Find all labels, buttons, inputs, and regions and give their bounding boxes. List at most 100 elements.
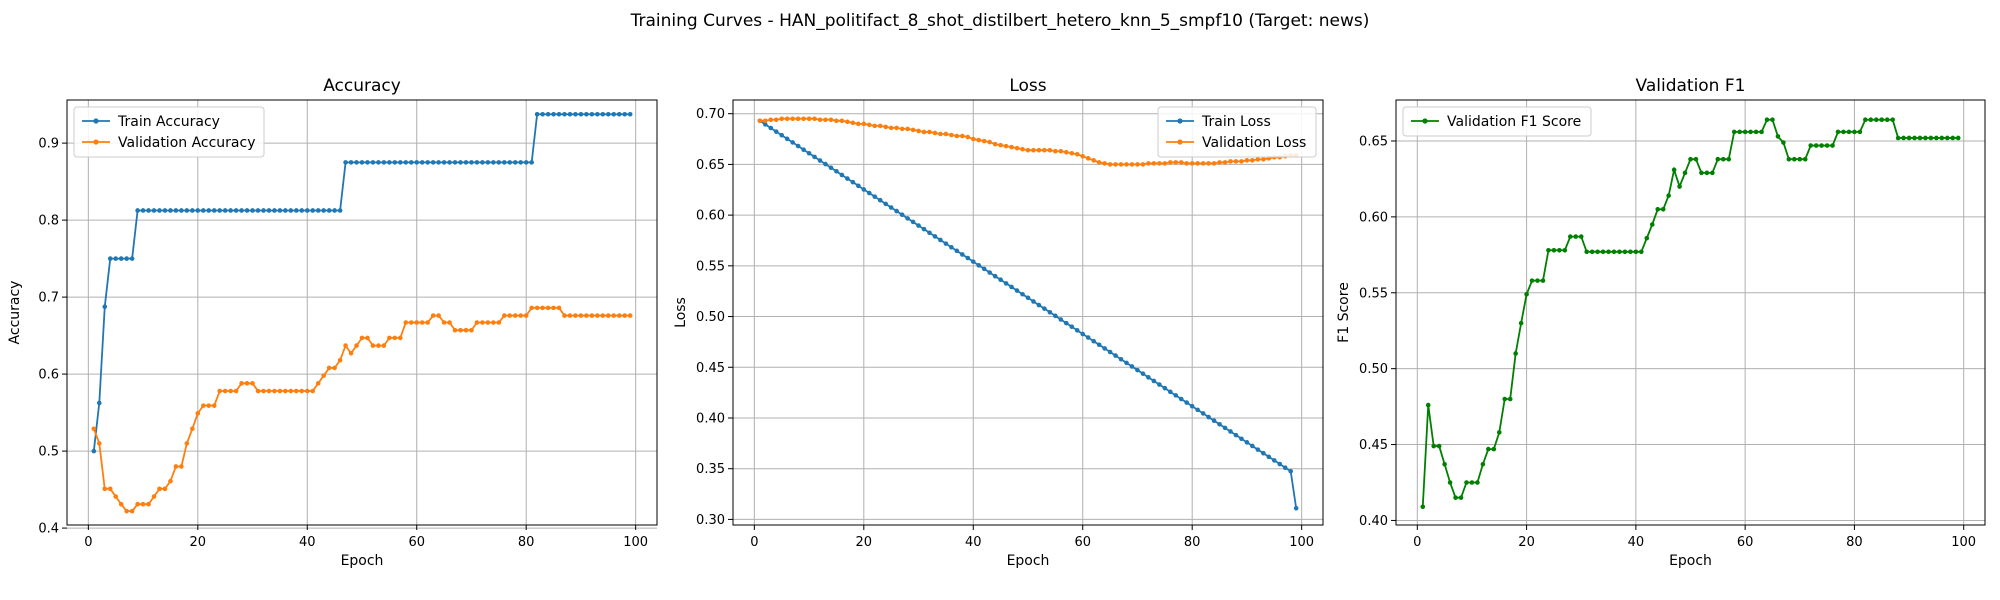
data-point	[480, 320, 485, 325]
data-point	[452, 160, 458, 165]
data-point	[1928, 135, 1934, 141]
data-point	[801, 147, 806, 153]
data-point	[1699, 170, 1704, 176]
y-tick-label: 0.40	[696, 411, 725, 426]
data-point	[1080, 331, 1086, 337]
data-point	[1157, 161, 1162, 166]
data-point	[458, 160, 463, 165]
data-point	[157, 486, 162, 492]
data-point	[1003, 143, 1009, 149]
data-point	[315, 208, 321, 213]
data-point	[250, 381, 255, 386]
y-tick-label: 0.5	[38, 445, 59, 460]
data-point	[551, 305, 556, 311]
data-point	[1135, 162, 1140, 167]
series-train-accuracy	[91, 111, 633, 454]
data-point	[469, 160, 474, 165]
data-point	[277, 208, 283, 213]
data-point	[1200, 161, 1206, 166]
data-point	[970, 136, 976, 142]
data-point	[250, 208, 255, 213]
data-point	[1014, 145, 1020, 151]
data-point	[828, 117, 834, 123]
data-point	[1228, 159, 1233, 164]
data-point	[1080, 153, 1086, 159]
data-point	[173, 208, 179, 213]
data-point	[359, 160, 365, 165]
data-point	[261, 388, 266, 394]
data-point	[1250, 158, 1255, 163]
data-point	[272, 388, 277, 394]
data-point	[102, 304, 108, 310]
data-point	[1923, 135, 1928, 141]
data-point	[866, 122, 872, 128]
data-point	[326, 365, 332, 371]
legend-label: Train Accuracy	[117, 114, 220, 130]
data-point	[1753, 129, 1759, 135]
data-point	[921, 226, 927, 232]
x-tick-label: 0	[84, 535, 92, 550]
data-point	[1178, 396, 1184, 402]
data-point	[1113, 353, 1118, 358]
data-point	[883, 124, 888, 130]
data-point	[1025, 147, 1031, 153]
data-point	[877, 197, 883, 203]
data-point	[905, 126, 910, 132]
data-point	[1540, 278, 1546, 283]
data-point	[1955, 135, 1961, 141]
data-point	[1622, 249, 1628, 255]
panel-1: 0 20 40 60 80 100 0.30 0.35 0.40 0.45 0.50 0.55 0.60…	[673, 76, 1324, 569]
data-point	[1567, 234, 1573, 239]
data-point	[1074, 328, 1080, 333]
legend-label: Validation F1 Score	[1447, 114, 1581, 130]
data-point	[545, 111, 551, 117]
data-point	[332, 365, 337, 371]
data-point	[463, 327, 469, 333]
data-point	[540, 111, 545, 117]
data-point	[1835, 129, 1841, 135]
legend: Train Accuracy Validation Accuracy	[73, 106, 265, 158]
data-point	[1649, 222, 1655, 227]
data-point	[376, 343, 381, 348]
legend-box	[73, 106, 265, 158]
data-point	[1107, 349, 1113, 355]
series-validation-loss	[757, 116, 1299, 167]
data-point	[1660, 206, 1666, 212]
data-point	[1222, 425, 1228, 431]
data-point	[502, 160, 507, 165]
data-point	[534, 111, 540, 117]
data-point	[162, 486, 168, 492]
panel-title: Validation F1	[1636, 76, 1746, 96]
data-point	[584, 313, 589, 318]
y-axis-label: F1 Score	[1336, 282, 1352, 343]
data-point	[272, 208, 277, 213]
data-point	[578, 313, 584, 318]
x-tick-label: 20	[190, 535, 207, 550]
data-point	[1085, 156, 1091, 161]
data-point	[562, 111, 567, 117]
data-point	[1606, 249, 1611, 255]
data-point	[1129, 162, 1135, 167]
data-point	[288, 208, 294, 213]
data-point	[812, 116, 817, 122]
data-point	[266, 208, 272, 213]
data-point	[905, 216, 910, 221]
data-point	[1162, 385, 1168, 391]
data-point	[1064, 149, 1069, 155]
y-tick-label: 0.35	[696, 462, 725, 477]
data-point	[938, 237, 943, 243]
data-point	[779, 132, 785, 138]
data-point	[91, 426, 97, 432]
data-point	[124, 508, 129, 514]
data-point	[605, 111, 611, 117]
data-point	[812, 154, 817, 160]
data-point	[392, 160, 398, 165]
data-point	[1074, 151, 1080, 157]
data-point	[1168, 160, 1173, 165]
data-point	[1480, 461, 1486, 467]
data-point	[200, 403, 206, 408]
series-validation-accuracy	[91, 305, 633, 514]
data-point	[872, 194, 878, 199]
data-point	[496, 160, 502, 165]
data-point	[222, 208, 228, 213]
